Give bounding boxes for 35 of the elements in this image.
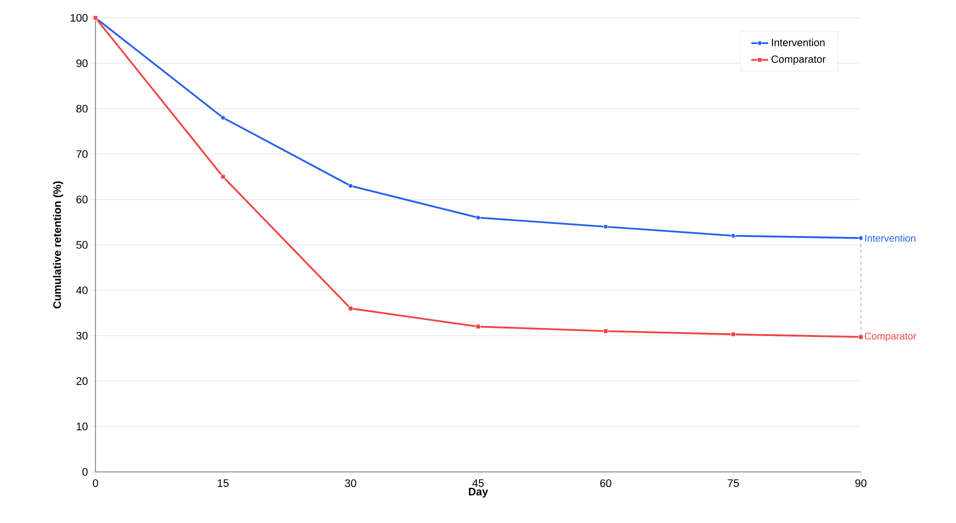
- point: [603, 328, 608, 334]
- point: [220, 174, 226, 179]
- legend-label: Comparator: [772, 55, 826, 65]
- x-tick-label: 0: [92, 479, 98, 487]
- x-tick-label: 60: [600, 479, 612, 487]
- y-tick-label: 50: [76, 240, 88, 248]
- y-tick-label: 40: [76, 286, 88, 294]
- x-tick-label: 45: [472, 479, 484, 487]
- x-tick-label: 90: [855, 479, 866, 487]
- point: [730, 332, 736, 337]
- y-tick-label: 70: [76, 150, 88, 158]
- y-axis-title: Cumulative retention (%): [52, 181, 64, 308]
- point: [348, 183, 354, 188]
- y-tick-label: 30: [76, 332, 88, 340]
- point: [220, 115, 226, 120]
- point: [603, 224, 608, 229]
- point: [858, 235, 864, 240]
- y-tick-label: 80: [76, 104, 88, 112]
- x-axis-title: Day: [468, 488, 488, 498]
- y-tick-label: 90: [76, 59, 88, 67]
- y-tick-label: 20: [76, 377, 88, 385]
- x-tick-label: 30: [344, 479, 356, 487]
- legend-label: Intervention: [772, 38, 825, 46]
- text: Comparator: [864, 332, 916, 342]
- point: [730, 233, 736, 238]
- y-tick-label: 60: [76, 195, 88, 204]
- point: [858, 334, 864, 340]
- y-tick-label: 0: [82, 468, 88, 476]
- text: Intervention: [865, 234, 916, 242]
- y-tick-label: 10: [76, 422, 88, 430]
- x-tick-label: 75: [728, 479, 739, 487]
- y-tick-label: 100: [70, 14, 88, 22]
- point: [348, 306, 354, 311]
- x-tick-label: 15: [218, 479, 229, 487]
- point: [476, 324, 481, 329]
